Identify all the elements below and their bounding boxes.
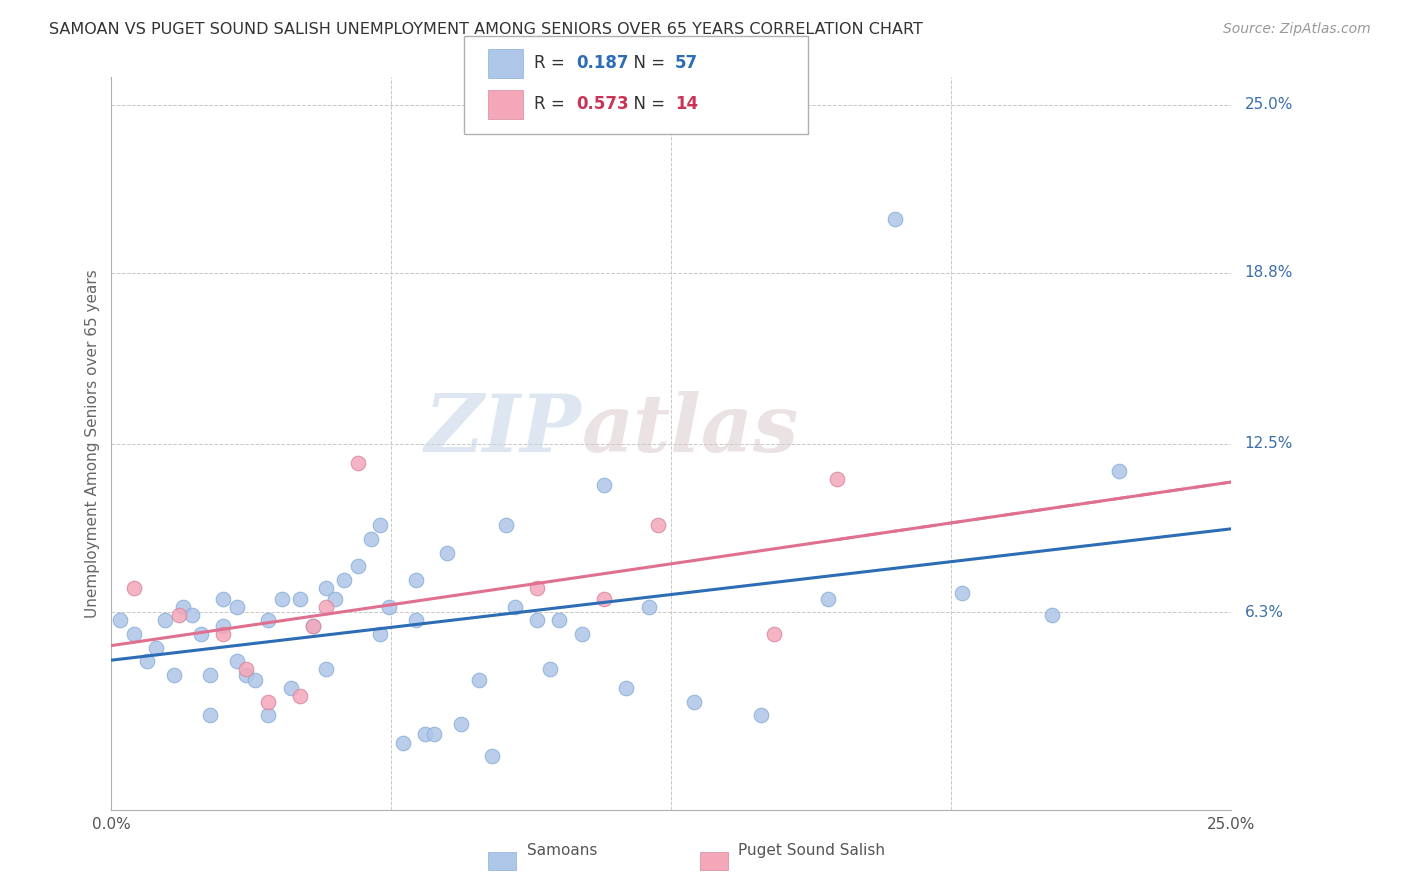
- Text: 18.8%: 18.8%: [1244, 266, 1294, 280]
- Point: [884, 211, 907, 226]
- Point: [481, 749, 503, 764]
- Point: [571, 627, 593, 641]
- Text: N =: N =: [623, 95, 671, 113]
- Point: [548, 614, 571, 628]
- Text: Puget Sound Salish: Puget Sound Salish: [738, 843, 886, 858]
- Point: [368, 627, 391, 641]
- Point: [225, 654, 247, 668]
- Point: [198, 667, 221, 681]
- Text: 25.0%: 25.0%: [1244, 97, 1294, 112]
- Point: [153, 614, 176, 628]
- Point: [235, 662, 257, 676]
- Point: [1108, 464, 1130, 478]
- Point: [145, 640, 167, 655]
- Point: [682, 695, 704, 709]
- Point: [302, 619, 325, 633]
- Text: 6.3%: 6.3%: [1244, 605, 1284, 620]
- Point: [122, 581, 145, 595]
- Point: [450, 716, 472, 731]
- Point: [405, 573, 427, 587]
- Point: [257, 695, 280, 709]
- Point: [212, 591, 235, 606]
- Point: [257, 614, 280, 628]
- Point: [405, 614, 427, 628]
- Point: [325, 591, 347, 606]
- Point: [212, 627, 235, 641]
- Point: [593, 477, 616, 491]
- Text: Samoans: Samoans: [527, 843, 598, 858]
- Point: [122, 627, 145, 641]
- Point: [315, 581, 337, 595]
- Point: [198, 708, 221, 723]
- Point: [423, 727, 446, 741]
- Point: [467, 673, 489, 687]
- Point: [1040, 607, 1063, 622]
- Point: [749, 708, 772, 723]
- Point: [315, 662, 337, 676]
- Point: [413, 727, 436, 741]
- Point: [391, 735, 413, 749]
- Text: R =: R =: [534, 95, 571, 113]
- Point: [225, 599, 247, 614]
- Point: [346, 456, 368, 470]
- Point: [243, 673, 266, 687]
- Point: [360, 532, 382, 546]
- Point: [436, 545, 458, 559]
- Point: [817, 591, 839, 606]
- Point: [315, 599, 337, 614]
- Point: [638, 599, 661, 614]
- Text: 0.573: 0.573: [576, 95, 628, 113]
- Point: [538, 662, 561, 676]
- Point: [526, 581, 548, 595]
- Point: [181, 607, 204, 622]
- Point: [288, 591, 311, 606]
- Point: [333, 573, 356, 587]
- Point: [190, 627, 212, 641]
- Text: N =: N =: [623, 54, 671, 72]
- Point: [495, 518, 517, 533]
- Text: R =: R =: [534, 54, 571, 72]
- Point: [110, 614, 132, 628]
- Text: atlas: atlas: [582, 391, 799, 468]
- Point: [235, 667, 257, 681]
- Point: [616, 681, 638, 696]
- Point: [825, 472, 848, 486]
- Text: SAMOAN VS PUGET SOUND SALISH UNEMPLOYMENT AMONG SENIORS OVER 65 YEARS CORRELATIO: SAMOAN VS PUGET SOUND SALISH UNEMPLOYMEN…: [49, 22, 924, 37]
- Point: [212, 619, 235, 633]
- Point: [647, 518, 669, 533]
- Text: 14: 14: [675, 95, 697, 113]
- Point: [270, 591, 292, 606]
- Point: [172, 599, 194, 614]
- Point: [257, 708, 280, 723]
- Point: [526, 614, 548, 628]
- Point: [378, 599, 401, 614]
- Text: 57: 57: [675, 54, 697, 72]
- Point: [280, 681, 302, 696]
- Point: [368, 518, 391, 533]
- Y-axis label: Unemployment Among Seniors over 65 years: Unemployment Among Seniors over 65 years: [86, 269, 100, 618]
- Text: 0.187: 0.187: [576, 54, 628, 72]
- Point: [136, 654, 159, 668]
- Point: [503, 599, 526, 614]
- Point: [302, 619, 325, 633]
- Point: [950, 586, 973, 600]
- Text: 12.5%: 12.5%: [1244, 436, 1294, 451]
- Point: [346, 559, 368, 574]
- Point: [288, 690, 311, 704]
- Text: Source: ZipAtlas.com: Source: ZipAtlas.com: [1223, 22, 1371, 37]
- Point: [763, 627, 786, 641]
- Point: [163, 667, 186, 681]
- Point: [167, 607, 190, 622]
- Text: ZIP: ZIP: [425, 391, 582, 468]
- Point: [593, 591, 616, 606]
